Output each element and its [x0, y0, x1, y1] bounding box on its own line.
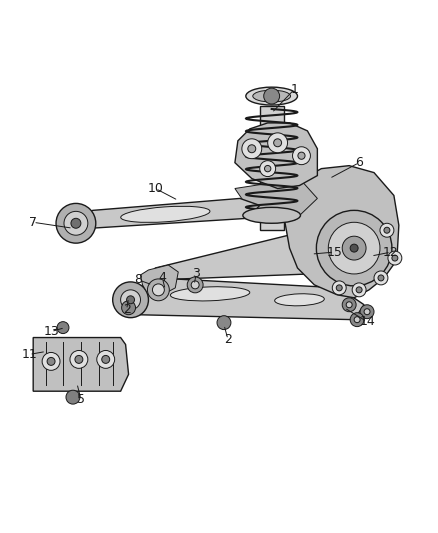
Circle shape	[187, 277, 203, 293]
Text: 7: 7	[29, 216, 37, 229]
Text: 2: 2	[224, 333, 232, 346]
Text: 14: 14	[359, 315, 375, 328]
Circle shape	[350, 313, 364, 327]
Circle shape	[350, 244, 358, 252]
Polygon shape	[285, 166, 399, 298]
Polygon shape	[119, 278, 364, 320]
Circle shape	[122, 301, 135, 314]
Text: 3: 3	[192, 268, 200, 280]
Text: 2: 2	[123, 303, 131, 316]
Circle shape	[66, 390, 80, 404]
Circle shape	[42, 352, 60, 370]
Circle shape	[70, 351, 88, 368]
Circle shape	[264, 88, 279, 104]
Circle shape	[336, 285, 342, 291]
Text: 6: 6	[355, 156, 363, 169]
Circle shape	[342, 298, 356, 312]
Circle shape	[346, 302, 352, 308]
Circle shape	[102, 356, 110, 364]
Text: 5: 5	[77, 393, 85, 406]
Ellipse shape	[243, 207, 300, 223]
Circle shape	[71, 219, 81, 228]
Ellipse shape	[121, 206, 210, 222]
Circle shape	[356, 287, 362, 293]
Circle shape	[378, 275, 384, 281]
Circle shape	[57, 321, 69, 334]
Polygon shape	[235, 179, 318, 220]
Ellipse shape	[275, 294, 324, 306]
Text: 12: 12	[383, 246, 399, 259]
Circle shape	[56, 204, 96, 243]
Circle shape	[298, 152, 305, 159]
Circle shape	[265, 165, 271, 172]
Circle shape	[47, 358, 55, 365]
Circle shape	[384, 227, 390, 233]
Circle shape	[274, 139, 282, 147]
Circle shape	[64, 212, 88, 235]
Text: 13: 13	[43, 325, 59, 338]
Circle shape	[360, 305, 374, 319]
Circle shape	[191, 281, 199, 289]
Circle shape	[120, 290, 141, 310]
Circle shape	[316, 211, 392, 286]
Circle shape	[293, 147, 311, 165]
Text: 15: 15	[326, 246, 342, 259]
Circle shape	[152, 284, 164, 296]
Circle shape	[127, 296, 134, 304]
Polygon shape	[69, 198, 260, 228]
Text: 8: 8	[134, 273, 142, 286]
Ellipse shape	[246, 87, 297, 105]
Circle shape	[342, 236, 366, 260]
Circle shape	[242, 139, 262, 159]
Circle shape	[217, 316, 231, 329]
Text: 10: 10	[148, 182, 163, 195]
Text: 4: 4	[159, 271, 166, 285]
Polygon shape	[155, 219, 377, 280]
Circle shape	[328, 222, 380, 274]
Circle shape	[113, 282, 148, 318]
Circle shape	[268, 133, 288, 153]
Ellipse shape	[253, 90, 290, 102]
Ellipse shape	[170, 287, 250, 301]
Circle shape	[248, 145, 256, 153]
Circle shape	[260, 160, 276, 176]
Circle shape	[352, 283, 366, 297]
Polygon shape	[235, 123, 318, 189]
Polygon shape	[260, 106, 283, 230]
Circle shape	[388, 251, 402, 265]
Circle shape	[374, 271, 388, 285]
Circle shape	[148, 279, 170, 301]
Circle shape	[75, 356, 83, 364]
Polygon shape	[141, 265, 178, 295]
Circle shape	[354, 317, 360, 322]
Circle shape	[364, 309, 370, 314]
Circle shape	[332, 281, 346, 295]
Circle shape	[97, 351, 115, 368]
Text: 1: 1	[290, 83, 298, 95]
Text: 11: 11	[21, 348, 37, 361]
Circle shape	[380, 223, 394, 237]
Circle shape	[392, 255, 398, 261]
Polygon shape	[33, 337, 129, 391]
